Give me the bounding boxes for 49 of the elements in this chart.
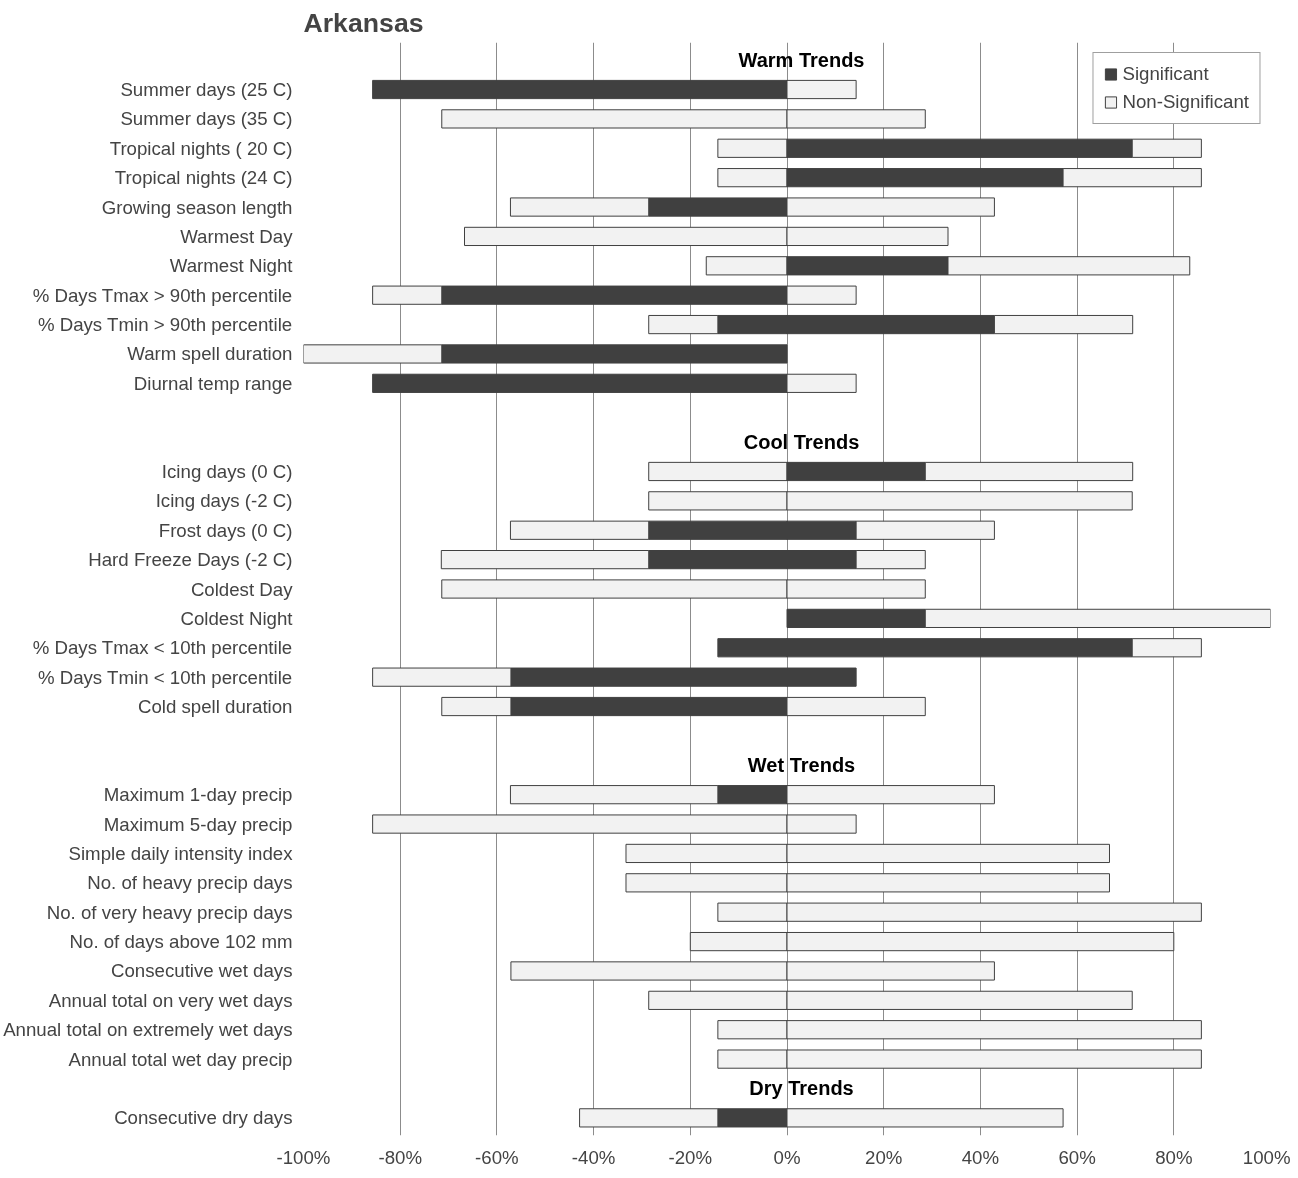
y-tick-label: Consecutive wet days [111, 960, 293, 982]
y-tick-label: No. of very heavy precip days [46, 901, 293, 923]
y-tick-label: Coldest Day [190, 578, 294, 600]
y-tick-label: Annual total wet day precip [68, 1048, 293, 1070]
y-tick-label: % Days Tmin > 90th percentile [37, 314, 293, 336]
x-tick-label: -100% [276, 1146, 331, 1168]
y-tick-label: % Days Tmin < 10th percentile [37, 666, 293, 688]
x-tick-label: 20% [865, 1146, 903, 1168]
annotation: Dry Trends [749, 1077, 854, 1100]
y-tick-label: Tropical nights (24 C) [114, 167, 293, 189]
y-tick-label: Diurnal temp range [133, 372, 293, 394]
y-tick-label: Growing season length [101, 196, 293, 218]
y-tick-label: Coldest Night [180, 607, 294, 629]
x-tick-label: 60% [1058, 1146, 1096, 1168]
y-tick-label: Annual total on very wet days [48, 989, 293, 1011]
x-tick-label: 100% [1242, 1146, 1291, 1168]
y-tick-label: Warmest Day [180, 225, 294, 247]
x-tick-label: -40% [571, 1146, 616, 1168]
y-tick-label: % Days Tmax > 90th percentile [32, 284, 293, 306]
y-tick-label: Maximum 5-day precip [103, 813, 293, 835]
y-tick-label: Tropical nights ( 20 C) [109, 137, 293, 159]
legend-label: Significant [1122, 63, 1209, 85]
y-tick-label: Summer days (25 C) [120, 79, 293, 101]
annotation: Warm Trends [738, 49, 865, 72]
x-tick-label: -60% [475, 1146, 519, 1168]
y-tick-label: Frost days (0 C) [158, 519, 293, 541]
x-tick-label: -80% [378, 1146, 422, 1168]
y-tick-label: No. of days above 102 mm [69, 931, 293, 953]
x-tick-label: 80% [1155, 1146, 1193, 1168]
y-tick-label: % Days Tmax < 10th percentile [32, 637, 293, 659]
y-tick-label: Icing days (-2 C) [155, 490, 293, 512]
y-tick-label: Consecutive dry days [114, 1107, 293, 1129]
y-tick-label: Warm spell duration [127, 343, 293, 365]
y-tick-label: Hard Freeze Days (-2 C) [88, 549, 293, 571]
annotation: Wet Trends [747, 754, 856, 777]
y-tick-label: Simple daily intensity index [68, 842, 294, 864]
legend-label: Non-Significant [1122, 91, 1249, 113]
x-tick-label: 40% [961, 1146, 1000, 1168]
y-tick-label: Annual total on extremely wet days [3, 1019, 293, 1041]
x-tick-label: 0% [773, 1146, 801, 1168]
x-tick-label: -20% [668, 1146, 713, 1168]
y-tick-label: Summer days (35 C) [120, 108, 293, 130]
y-tick-label: No. of heavy precip days [87, 872, 293, 894]
y-tick-label: Maximum 1-day precip [103, 784, 293, 806]
y-tick-label: Cold spell duration [137, 696, 293, 718]
y-tick-label: Warmest Night [169, 255, 294, 277]
annotation: Cool Trends [743, 431, 860, 454]
y-tick-label: Icing days (0 C) [161, 460, 293, 482]
chart-title: Arkansas [303, 7, 424, 38]
